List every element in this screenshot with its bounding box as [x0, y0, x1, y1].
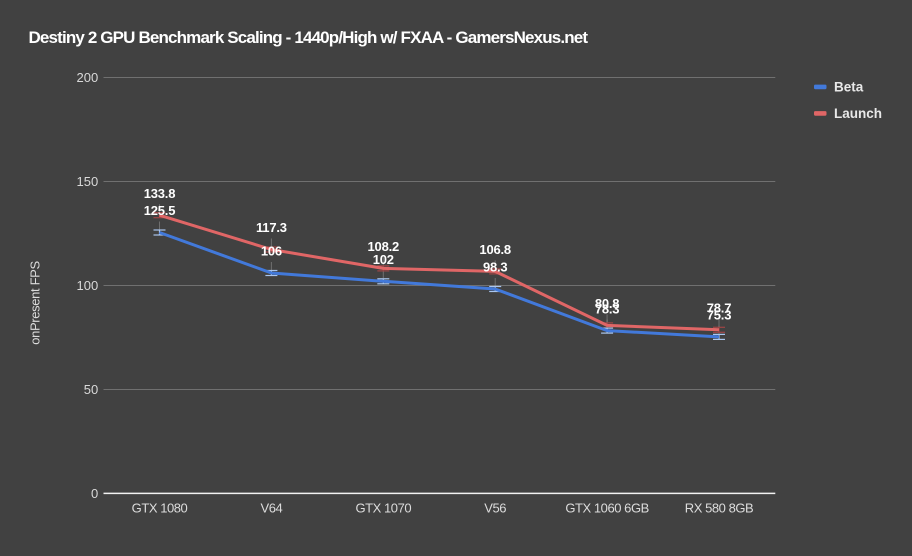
svg-text:117.3: 117.3: [256, 220, 287, 235]
svg-text:100: 100: [76, 278, 98, 293]
svg-text:GTX 1080: GTX 1080: [132, 501, 188, 516]
svg-text:GTX 1070: GTX 1070: [355, 501, 411, 516]
svg-text:133.8: 133.8: [144, 186, 176, 201]
svg-text:102: 102: [373, 252, 394, 267]
svg-text:RX 580 8GB: RX 580 8GB: [685, 501, 754, 516]
svg-text:Beta: Beta: [834, 80, 864, 95]
svg-text:0: 0: [91, 486, 98, 501]
svg-text:50: 50: [84, 382, 98, 397]
svg-text:108.2: 108.2: [368, 239, 400, 254]
svg-text:V64: V64: [261, 501, 283, 516]
svg-text:Launch: Launch: [834, 106, 882, 121]
svg-text:78.7: 78.7: [707, 301, 732, 316]
svg-text:80.8: 80.8: [595, 296, 620, 311]
svg-text:75.3: 75.3: [707, 308, 732, 323]
svg-text:onPresent FPS: onPresent FPS: [28, 261, 43, 345]
svg-text:150: 150: [76, 174, 98, 189]
svg-text:98.3: 98.3: [483, 260, 508, 275]
svg-text:V56: V56: [484, 501, 506, 516]
svg-text:GTX 1060 6GB: GTX 1060 6GB: [565, 501, 648, 516]
svg-text:200: 200: [76, 70, 98, 85]
svg-text:125.5: 125.5: [144, 203, 176, 218]
svg-text:78.3: 78.3: [595, 301, 620, 316]
svg-text:106: 106: [261, 244, 282, 259]
svg-text:106.8: 106.8: [479, 242, 511, 257]
svg-text:Destiny 2 GPU Benchmark Scalin: Destiny 2 GPU Benchmark Scaling - 1440p/…: [29, 28, 589, 47]
